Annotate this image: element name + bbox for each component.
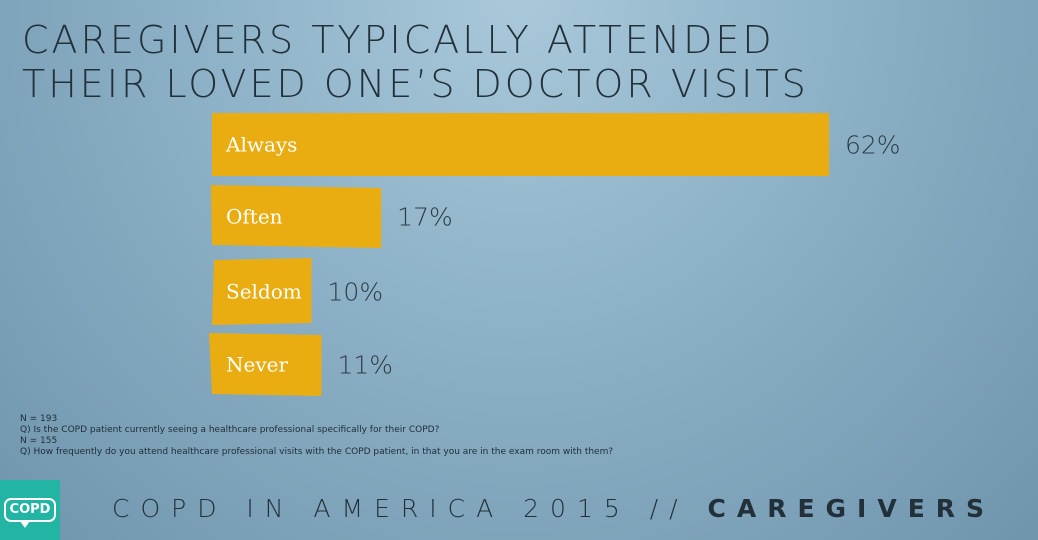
note-question-2: Q) How frequently do you attend healthca… — [20, 447, 614, 457]
chart-title: CAREGIVERS TYPICALLY ATTENDED THEIR LOVE… — [22, 18, 809, 106]
bar-seldom — [212, 258, 312, 325]
value-label-never: 11% — [337, 351, 393, 380]
chart-title-line-1: CAREGIVERS TYPICALLY ATTENDED — [22, 18, 775, 62]
value-label-always: 62% — [845, 131, 901, 160]
bar-always — [212, 113, 829, 176]
footer-prefix: COPD IN AMERICA 2015 // — [112, 494, 689, 523]
chart-title-line-2: THEIR LOVED ONE’S DOCTOR VISITS — [22, 62, 809, 106]
bar-label-never: Never — [226, 353, 288, 377]
value-label-seldom: 10% — [328, 278, 384, 307]
note-sample-size-2: N = 155 — [20, 436, 58, 446]
note-sample-size-1: N = 193 — [20, 414, 58, 424]
bar-label-often: Often — [226, 205, 283, 229]
footer-banner: COPD IN AMERICA 2015 // CAREGIVERS — [112, 494, 995, 523]
copd-logo: COPD — [0, 480, 60, 540]
bar-never — [209, 333, 322, 396]
bar-label-always: Always — [225, 133, 297, 157]
note-question-1: Q) Is the COPD patient currently seeing … — [20, 425, 440, 435]
survey-notes: N = 193 Q) Is the COPD patient currently… — [20, 414, 613, 458]
copd-logo-text: COPD — [3, 498, 57, 528]
footer-emphasis: CAREGIVERS — [707, 494, 996, 523]
value-label-often: 17% — [397, 203, 453, 232]
bar-label-seldom: Seldom — [226, 280, 302, 304]
bar-often — [211, 185, 382, 248]
